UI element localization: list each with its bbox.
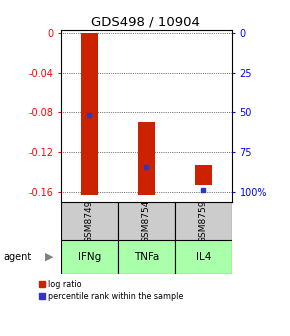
Text: IFNg: IFNg <box>78 252 101 262</box>
Text: agent: agent <box>3 252 31 262</box>
Bar <box>175 240 232 274</box>
Text: IL4: IL4 <box>196 252 211 262</box>
Text: TNFa: TNFa <box>134 252 159 262</box>
Bar <box>175 202 232 240</box>
Bar <box>138 122 155 195</box>
Text: GDS498 / 10904: GDS498 / 10904 <box>90 15 200 28</box>
Text: GSM8749: GSM8749 <box>85 199 94 243</box>
Legend: log ratio, percentile rank within the sample: log ratio, percentile rank within the sa… <box>39 280 183 301</box>
Text: GSM8759: GSM8759 <box>199 199 208 243</box>
Bar <box>118 202 175 240</box>
Text: ▶: ▶ <box>45 252 54 262</box>
Text: GSM8754: GSM8754 <box>142 199 151 243</box>
Bar <box>61 202 118 240</box>
Bar <box>118 240 175 274</box>
Bar <box>195 165 212 185</box>
Bar <box>81 33 98 195</box>
Bar <box>61 240 118 274</box>
